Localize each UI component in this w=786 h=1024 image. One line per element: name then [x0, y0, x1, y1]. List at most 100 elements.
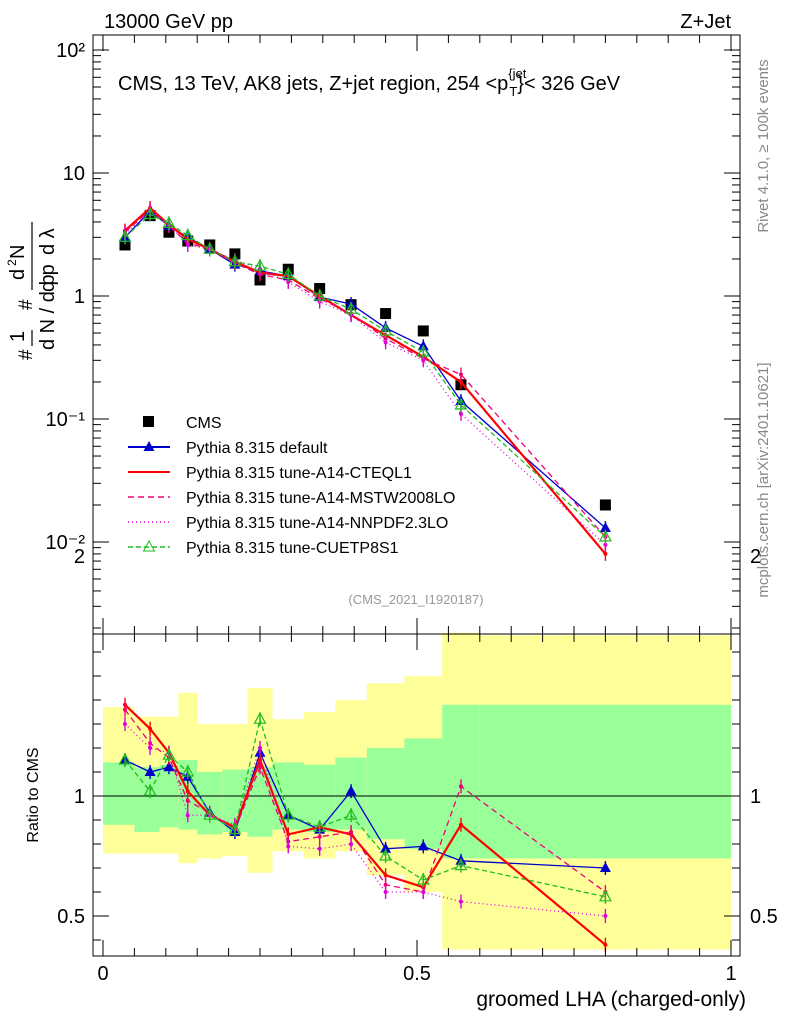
series-marker — [599, 521, 611, 532]
series-marker — [383, 873, 388, 878]
series-marker — [118, 230, 132, 242]
watermark: (CMS_2021_I1920187) — [348, 592, 483, 607]
svg-text:d λ: d λ — [37, 228, 59, 255]
svg-text:1: 1 — [7, 331, 29, 342]
series-marker — [163, 761, 175, 772]
series-line — [124, 213, 606, 538]
ratio-y-tick-label-right: 0.5 — [750, 906, 778, 928]
plot-title: CMS, 13 TeV, AK8 jets, Z+jet region, 254… — [118, 66, 621, 99]
series-marker — [118, 752, 132, 765]
series-marker — [458, 372, 463, 377]
legend-marker — [143, 441, 155, 451]
series-marker — [313, 819, 327, 832]
series-marker — [458, 899, 463, 904]
series-marker — [181, 228, 195, 241]
series-marker — [598, 529, 612, 542]
series-marker — [143, 207, 157, 220]
svg-text:2: 2 — [5, 259, 19, 266]
series-line — [124, 210, 606, 546]
header-right: Z+Jet — [680, 11, 731, 33]
series-marker — [454, 858, 468, 871]
series-marker — [122, 722, 127, 726]
series-line — [124, 723, 606, 917]
series-marker — [185, 789, 190, 794]
legend-label: Pythia 8.315 tune-CUETP8S1 — [186, 540, 399, 557]
svg-text:d: d — [7, 269, 29, 280]
series-marker — [253, 258, 267, 271]
ratio-y-tick-label-right: 2 — [750, 546, 761, 568]
y-tick-label: 10 — [63, 163, 85, 185]
series-marker — [281, 267, 295, 279]
legend-label: Pythia 8.315 tune-A14-NNPDF2.3LO — [186, 515, 448, 532]
x-axis-label: groomed LHA (charged-only) — [476, 988, 746, 1011]
x-tick-label: 0 — [97, 963, 108, 985]
x-tick-label: 0.5 — [403, 963, 431, 985]
cms-data-point — [380, 308, 392, 320]
series-marker — [349, 830, 354, 834]
series-marker — [286, 832, 291, 837]
legend-label: Pythia 8.315 default — [186, 440, 328, 457]
series-marker — [317, 834, 322, 839]
series-marker — [344, 807, 358, 820]
series-marker — [148, 746, 153, 750]
legend-label: Pythia 8.315 tune-A14-MSTW2008LO — [186, 490, 455, 507]
series-marker — [122, 707, 127, 712]
ratio-band-inner — [404, 738, 443, 849]
ratio-y-tick-label: 1 — [74, 786, 85, 808]
y-tick-label: 10⁻² — [46, 532, 86, 554]
series-marker — [281, 807, 295, 820]
series-marker — [383, 882, 388, 887]
series-marker — [258, 765, 262, 770]
series-marker — [421, 358, 426, 363]
series-marker — [603, 551, 608, 556]
ratio-y-tick-label: 0.5 — [57, 906, 85, 928]
series-marker — [228, 254, 242, 267]
ratio-band-inner — [479, 704, 731, 859]
series-marker — [185, 242, 190, 247]
series-marker — [345, 785, 357, 796]
ratio-y-tick-label: 2 — [74, 546, 85, 568]
series-line — [124, 709, 606, 893]
series-line — [124, 716, 606, 898]
legend-label: CMS — [186, 415, 222, 432]
series-marker — [203, 807, 217, 820]
series-marker — [383, 340, 388, 345]
main-y-axis-label: # 1 d N / d p # d 2 N d p d λ — [5, 222, 59, 360]
svg-text:#: # — [16, 349, 37, 360]
series-marker — [313, 288, 327, 301]
ratio-band-inner — [366, 748, 405, 840]
legend-label: Pythia 8.315 tune-A14-CTEQL1 — [186, 465, 412, 482]
series-marker — [379, 323, 393, 336]
rivet-label: Rivet 4.1.0, ≥ 100k events — [755, 59, 772, 232]
series-marker — [417, 840, 429, 851]
ratio-band-inner — [103, 762, 135, 825]
series-marker — [458, 411, 463, 416]
svg-text:#: # — [16, 299, 37, 310]
series-marker — [162, 747, 176, 760]
cms-data-point — [314, 283, 326, 295]
x-tick-label: 1 — [725, 963, 736, 985]
ratio-y-tick-label-right: 1 — [750, 786, 761, 808]
ratio-band-inner — [134, 767, 160, 832]
series-marker — [421, 890, 426, 894]
series-marker — [286, 844, 291, 849]
series-marker — [162, 216, 176, 228]
series-marker — [143, 783, 157, 796]
ratio-band-inner — [197, 772, 223, 835]
series-marker — [344, 302, 358, 314]
cms-data-point — [599, 499, 611, 511]
series-marker — [349, 842, 354, 846]
series-marker — [185, 798, 190, 803]
series-marker — [253, 711, 267, 724]
series-marker — [380, 842, 392, 853]
series-marker — [181, 764, 195, 777]
svg-text:N: N — [7, 245, 29, 259]
header-left: 13000 GeV pp — [104, 11, 233, 33]
mcplots-label: mcplots.cern.ch [arXiv:2401.10621] — [755, 362, 772, 597]
series-marker — [148, 726, 153, 731]
series-marker — [258, 758, 262, 762]
series-marker — [228, 822, 242, 835]
series-marker — [203, 241, 217, 254]
ratio-band-inner — [247, 767, 273, 837]
series-marker — [458, 379, 463, 384]
